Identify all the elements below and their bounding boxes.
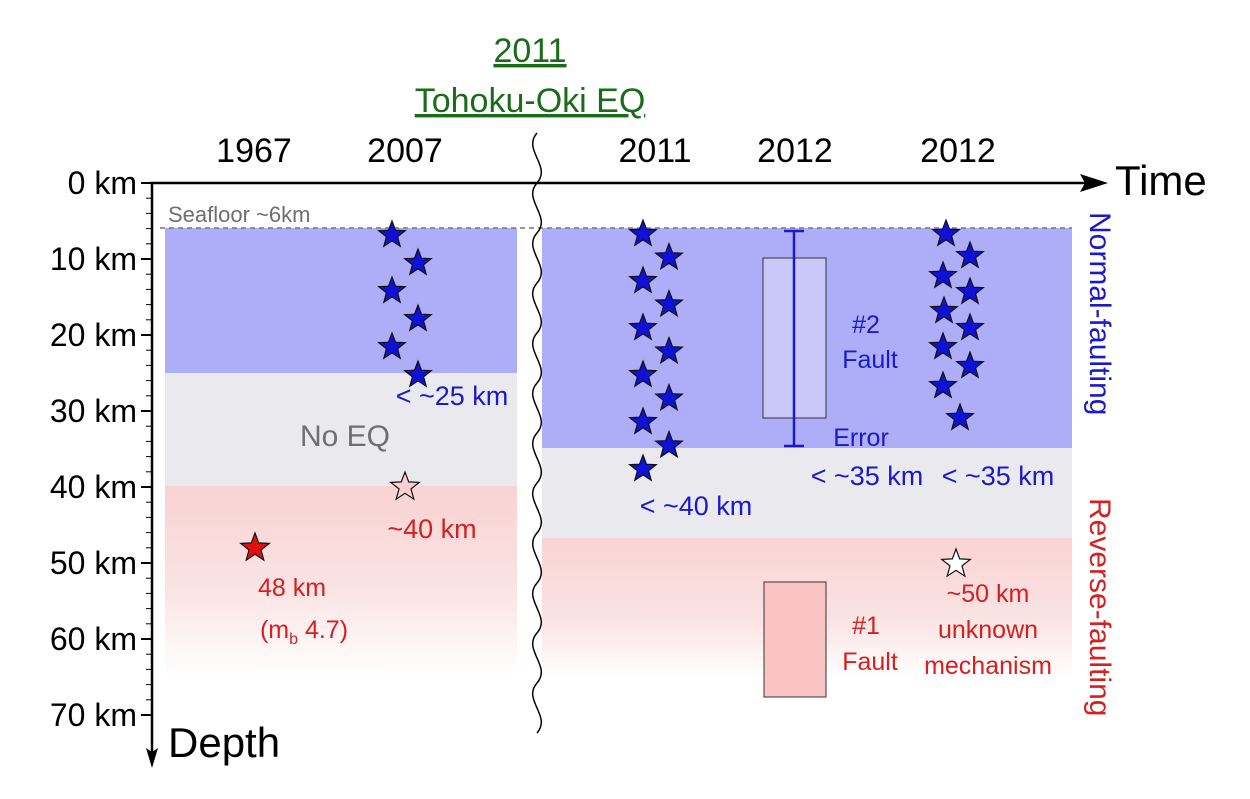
star-2007 bbox=[403, 303, 433, 332]
star-2011 bbox=[654, 429, 684, 459]
star-2011 bbox=[628, 265, 658, 294]
star-2007 bbox=[377, 275, 407, 304]
event-name: Tohoku-Oki EQ bbox=[415, 82, 646, 120]
depth-tick-label: 40 km bbox=[50, 469, 137, 505]
star-2011 bbox=[654, 382, 684, 412]
right-gap-zone bbox=[542, 448, 1072, 538]
depth-axis-label: Depth bbox=[168, 719, 280, 766]
error-label: Error bbox=[833, 424, 889, 452]
star-2011 bbox=[628, 406, 658, 435]
star-1967 bbox=[239, 531, 271, 562]
stars-2007-column bbox=[377, 219, 433, 388]
star-2012 bbox=[955, 312, 985, 341]
star-2012 bbox=[955, 276, 985, 305]
depth-axis-arrow bbox=[146, 748, 158, 768]
star-2007 bbox=[377, 219, 407, 248]
fault-2-number: #2 bbox=[852, 311, 880, 339]
year-label-1967: 1967 bbox=[216, 132, 292, 170]
year-label-2012a: 2012 bbox=[757, 132, 833, 170]
depth-ticks: 0 km 10 km 20 km 30 km 40 km 50 km 60 km 70 km bbox=[50, 165, 152, 733]
event-year: 2011 bbox=[493, 32, 566, 70]
eq-1967-star bbox=[239, 531, 271, 562]
star-2011 bbox=[628, 359, 658, 388]
star-2011 bbox=[628, 218, 658, 247]
star-2007 bbox=[403, 359, 433, 388]
star-2012 bbox=[945, 402, 975, 431]
star-2012 bbox=[929, 295, 959, 324]
stars-2012-column bbox=[928, 218, 985, 431]
limit-2012a-label: < ~35 km bbox=[811, 461, 924, 491]
year-label-2012b: 2012 bbox=[920, 132, 996, 170]
unknown-depth-label: ~50 km bbox=[947, 580, 1030, 608]
star-2011 bbox=[628, 312, 658, 341]
reverse-faulting-label: Reverse-faulting bbox=[1083, 498, 1116, 716]
time-axis-label: Time bbox=[1115, 157, 1207, 204]
depth-tick-label: 70 km bbox=[50, 697, 137, 733]
star-2007-deep bbox=[389, 470, 421, 501]
fault-1-number: #1 bbox=[852, 612, 880, 640]
star-2007 bbox=[403, 247, 433, 276]
fault-2-word: Fault bbox=[842, 346, 898, 374]
star-2012 bbox=[931, 218, 961, 247]
eq-2007-deep-star bbox=[389, 470, 421, 501]
no-eq-label: No EQ bbox=[300, 420, 390, 453]
depth-tick-label: 60 km bbox=[50, 621, 137, 657]
eq-unknown-star bbox=[940, 547, 972, 578]
star-2011 bbox=[628, 453, 658, 482]
star-2011 bbox=[654, 335, 684, 365]
star-2011 bbox=[654, 288, 684, 318]
star-2012 bbox=[928, 370, 958, 399]
limit-2011-label: < ~40 km bbox=[640, 491, 753, 521]
time-axis-arrow bbox=[1080, 174, 1108, 192]
seafloor-label: Seafloor ~6km bbox=[168, 202, 310, 227]
star-2012 bbox=[955, 350, 985, 379]
unknown-line-2: mechanism bbox=[924, 652, 1052, 680]
star-2007 bbox=[377, 331, 407, 360]
stars-2011-column bbox=[628, 218, 684, 482]
eq-1967-magnitude-label: (mb 4.7) bbox=[260, 616, 348, 648]
normal-limit-2007-label: < ~25 km bbox=[396, 381, 509, 411]
depth-tick-label: 10 km bbox=[50, 241, 137, 277]
year-label-2011: 2011 bbox=[618, 132, 691, 170]
left-reverse-zone bbox=[165, 486, 517, 676]
fault-1-word: Fault bbox=[842, 648, 898, 676]
time-break-line bbox=[531, 132, 543, 734]
year-label-2007: 2007 bbox=[367, 132, 443, 170]
left-gap-zone bbox=[165, 373, 517, 486]
fault-1-box bbox=[763, 581, 827, 698]
normal-faulting-label: Normal-faulting bbox=[1083, 212, 1116, 415]
left-normal-zone bbox=[165, 228, 517, 373]
depth-tick-label: 0 km bbox=[68, 165, 137, 201]
unknown-line-1: unknown bbox=[938, 616, 1038, 644]
star-2011 bbox=[654, 241, 684, 271]
eq-2007-depth-label: ~40 km bbox=[387, 514, 476, 544]
star-2012 bbox=[928, 331, 958, 360]
depth-tick-label: 30 km bbox=[50, 393, 137, 429]
star-2012 bbox=[928, 260, 958, 289]
eq-1967-depth-label: 48 km bbox=[258, 574, 326, 602]
depth-tick-label: 20 km bbox=[50, 317, 137, 353]
star-unknown bbox=[940, 547, 972, 578]
star-2012 bbox=[955, 240, 985, 269]
depth-tick-label: 50 km bbox=[50, 545, 137, 581]
limit-2012b-label: < ~35 km bbox=[942, 461, 1055, 491]
